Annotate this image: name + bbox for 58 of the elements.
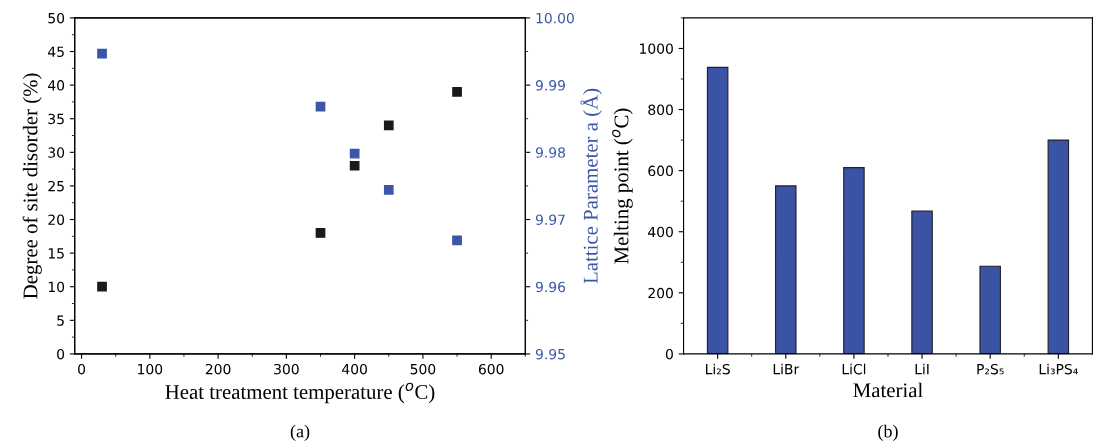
- point: [383, 185, 394, 195]
- point: [383, 120, 394, 131]
- bar: [911, 210, 933, 354]
- y2-tick-label: 9.98: [535, 147, 566, 158]
- y-tick-label: 30: [48, 147, 65, 158]
- y-tick-label: 0: [57, 348, 65, 360]
- x-tick-label: 200: [205, 363, 231, 375]
- x-tick-label: 600: [478, 363, 504, 375]
- x-tick-label: 100: [138, 363, 163, 375]
- bar: [843, 167, 865, 354]
- point: [452, 86, 462, 97]
- point: [349, 148, 360, 159]
- x-axis-title: Heat treatment temperature ($^{o}$C): [165, 382, 435, 404]
- x-tick-label: Li₃PS₄: [1039, 363, 1078, 375]
- y2-tick-label: 10.00: [536, 12, 574, 24]
- point: [97, 48, 107, 59]
- y-tick-label: 200: [648, 287, 673, 299]
- y2-axis-title: Lattice Parameter a (Å): [580, 88, 602, 284]
- bar: [706, 66, 729, 354]
- x-tick-label: 500: [410, 363, 436, 375]
- x-tick-label: LiBr: [773, 363, 800, 375]
- y-tick-label: 400: [648, 226, 673, 238]
- x-tick-label: Li₂S: [706, 363, 730, 375]
- y-tick-label: 1000: [640, 43, 673, 54]
- y-axis-title: Degree of site disorder (%): [22, 73, 42, 299]
- x-tick-label: P₂S₅: [977, 363, 1004, 375]
- y-tick-label: 25: [48, 180, 64, 192]
- y-tick-label: 600: [648, 165, 673, 177]
- y-tick-label: 5: [57, 315, 64, 326]
- y-tick-label: 50: [48, 12, 65, 24]
- y2-tick-label: 9.95: [535, 348, 565, 360]
- y-tick-label: 800: [648, 104, 673, 116]
- y2-tick-label: 9.97: [535, 214, 565, 225]
- y-tick-label: 40: [48, 80, 65, 91]
- y-tick-label: 0: [665, 348, 673, 360]
- point: [97, 281, 107, 292]
- bar: [775, 185, 797, 354]
- x-tick-label: 300: [274, 363, 299, 375]
- y-tick-label: 45: [48, 46, 64, 57]
- bar: [1047, 139, 1070, 354]
- y2-tick-label: 9.99: [535, 80, 565, 91]
- x-axis-title: Material: [853, 382, 923, 398]
- bar: [979, 265, 1001, 354]
- x-tick-label: 400: [342, 363, 367, 375]
- y-tick-label: 20: [48, 214, 65, 225]
- y2-tick-label: 9.96: [535, 281, 566, 293]
- point: [349, 160, 360, 171]
- point: [315, 228, 326, 238]
- point: [452, 235, 462, 246]
- text: (a): [290, 424, 310, 442]
- x-tick-label: LiI: [915, 363, 929, 375]
- y-tick-label: 35: [48, 113, 64, 125]
- text: (b): [878, 424, 898, 442]
- y-tick-label: 15: [48, 248, 64, 259]
- y-axis-title: Melting point ($^{o}$C): [612, 108, 633, 264]
- x-tick-label: 0: [78, 363, 86, 375]
- x-tick-label: LiCl: [842, 363, 866, 375]
- y-tick-label: 10: [48, 281, 65, 293]
